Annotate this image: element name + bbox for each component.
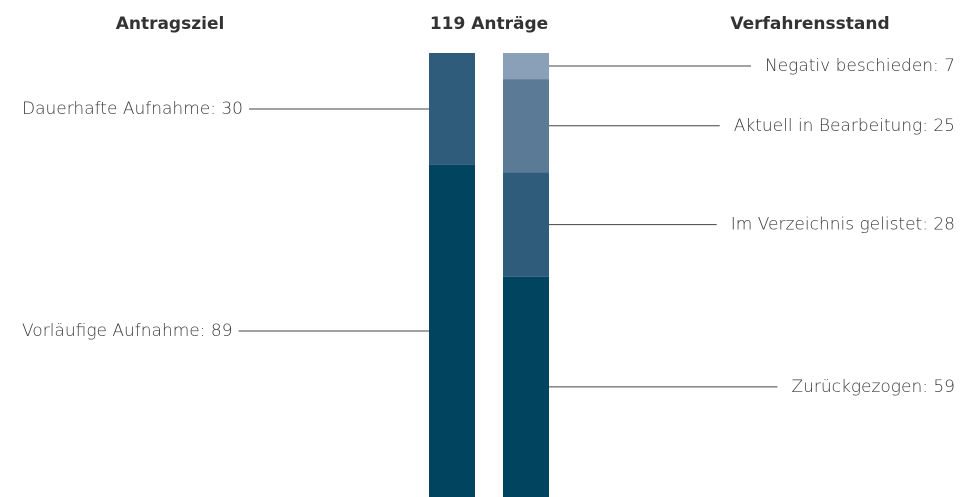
bar-segment	[429, 164, 475, 497]
segment-label: Negativ beschieden: 7	[765, 56, 955, 76]
bar-segment	[429, 53, 475, 165]
segment-label: Dauerhafte Aufnahme: 30	[22, 99, 243, 119]
segment-label: Aktuell in Bearbeitung: 25	[734, 116, 955, 136]
segment-label: Im Verzeichnis gelistet: 28	[731, 215, 955, 235]
column-header: Verfahrensstand	[730, 14, 889, 34]
segment-label: Zurückgezogen: 59	[791, 377, 955, 397]
bar-segment	[503, 79, 549, 173]
bar-segment	[503, 53, 549, 80]
segment-label: Vorläufige Aufnahme: 89	[22, 321, 233, 341]
column-header: Antragsziel	[116, 14, 225, 34]
bar-segment	[503, 276, 549, 497]
chart-title: 119 Anträge	[430, 14, 548, 34]
bar-segment	[503, 172, 549, 277]
